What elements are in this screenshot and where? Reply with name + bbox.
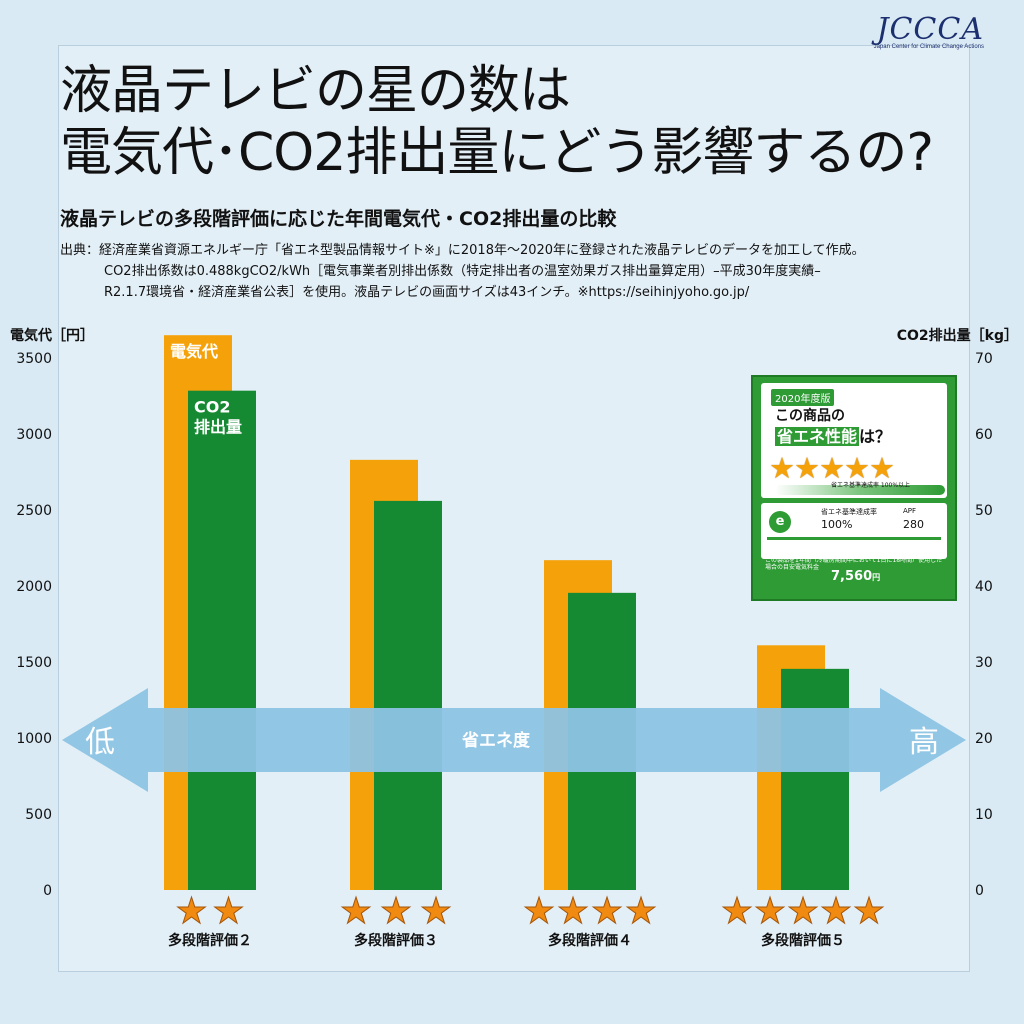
page-title: 液晶テレビの星の数は 電気代･CO2排出量にどう影響するの? (60, 60, 990, 184)
label-top-panel: 2020年度版 この商品の 省エネ性能 は？ ★★★★★ 省エネ基準達成率 100… (761, 383, 947, 498)
star-icon: ★ (523, 891, 555, 932)
source-line-2: CO2排出係数は0.488kgCO2/kWh［電気事業者別排出係数（特定排出者の… (104, 264, 821, 279)
star-icon: ★ (853, 891, 885, 932)
label-col1-header: 省エネ基準達成率 (821, 508, 877, 516)
logo-text: JCCCA (876, 12, 984, 47)
label-stars-icon: ★★★★★ (769, 451, 895, 485)
source-note: 出典：経済産業省資源エネルギー庁「省エネ型製品情報サイト※」に2018年～202… (60, 240, 990, 303)
label-gauge (775, 485, 945, 495)
energy-saving-arrow: 低 省エネ度 高 (62, 688, 966, 792)
title-line-1: 液晶テレビの星の数は (60, 61, 571, 121)
energy-label-card: 2020年度版 この商品の 省エネ性能 は？ ★★★★★ 省エネ基準達成率 100… (751, 375, 957, 601)
y-tick-right-50: 50 (975, 503, 993, 519)
y-tick-left-2500: 2500 (16, 503, 52, 519)
label-col1-value: 100% (821, 518, 853, 531)
star-icon: ★ (380, 891, 412, 932)
category-labels: ★ ★多段階評価２★ ★ ★多段階評価３★ ★ ★ ★多段階評価４★ ★ ★ ★ ★多段階評価５ (168, 891, 886, 950)
label-question-2: 省エネ性能 は？ (775, 423, 891, 447)
bar-co2-2 (374, 500, 442, 890)
y-axis-title-right: CO2排出量［kg］ (897, 327, 1018, 344)
label-question-1: この商品の (775, 408, 845, 424)
bar-labels: 電気代 CO2排出量 (170, 342, 242, 436)
star-icon: ★ (175, 891, 207, 932)
label-gauge-text: 省エネ基準達成率 100%以上 (831, 482, 911, 489)
left-axis: 0 500 1000 1500 2000 2500 3000 3500 (16, 351, 52, 899)
series-label-co2-line1: CO2 (194, 398, 230, 417)
y-tick-right-10: 10 (975, 807, 993, 823)
star-icon: ★ (591, 891, 623, 932)
star-icon: ★ (787, 891, 819, 932)
star-icon: ★ (754, 891, 786, 932)
y-tick-right-0: 0 (975, 883, 984, 899)
y-tick-right-40: 40 (975, 579, 993, 595)
bar-co2-4 (781, 668, 849, 890)
arrow-high-label: 高 (909, 725, 939, 760)
category-label-4: 多段階評価５ (761, 932, 845, 949)
star-icon: ★ (420, 891, 452, 932)
star-icon: ★ (625, 891, 657, 932)
y-tick-left-0: 0 (43, 883, 52, 899)
y-tick-right-70: 70 (975, 351, 993, 367)
arrow-low-label: 低 (85, 725, 115, 760)
label-price-value: 7,560 (831, 569, 873, 584)
y-tick-left-3500: 3500 (16, 351, 52, 367)
bars (164, 335, 849, 890)
label-year: 2020年度版 (771, 389, 835, 406)
star-icon: ★ (212, 891, 244, 932)
source-line-3: R2.1.7環境省・経済産業省公表］を使用。液晶テレビの画面サイズは43インチ。… (104, 285, 750, 300)
arrow-mid-label: 省エネ度 (461, 730, 531, 751)
source-line-1: 出典：経済産業省資源エネルギー庁「省エネ型製品情報サイト※」に2018年～202… (60, 243, 865, 258)
label-bottom-panel: e 省エネ基準達成率 APF 100% 280 (761, 503, 947, 559)
category-label-1: 多段階評価２ (168, 932, 252, 949)
label-price: 7,560円 (831, 569, 880, 584)
label-col2-value: 280 (903, 518, 924, 531)
y-tick-right-60: 60 (975, 427, 993, 443)
category-label-2: 多段階評価３ (354, 932, 438, 949)
right-axis: 0 10 20 30 40 50 60 70 (975, 351, 993, 899)
y-tick-left-2000: 2000 (16, 579, 52, 595)
label-price-unit: 円 (872, 573, 881, 582)
logo-subtext: Japan Center for Climate Change Actions (873, 44, 984, 50)
bar-co2-1 (188, 390, 256, 890)
jccca-logo: JCCCA Japan Center for Climate Change Ac… (874, 12, 984, 50)
y-axis-title-left: 電気代［円］ (10, 327, 94, 344)
series-label-co2-line2: 排出量 (194, 418, 242, 437)
category-label-3: 多段階評価４ (548, 932, 632, 949)
star-icon: ★ (340, 891, 372, 932)
y-tick-left-3000: 3000 (16, 427, 52, 443)
label-col2-header: APF (903, 507, 917, 515)
y-tick-left-1000: 1000 (16, 731, 52, 747)
chart-subtitle: 液晶テレビの多段階評価に応じた年間電気代・CO2排出量の比較 (60, 208, 617, 230)
series-label-electricity: 電気代 (170, 342, 218, 361)
y-tick-right-20: 20 (975, 731, 993, 747)
eco-mark-icon: e (769, 511, 791, 533)
arrow-shape (62, 688, 966, 792)
label-divider (767, 537, 941, 540)
label-question-highlight: 省エネ性能 (775, 427, 860, 446)
y-tick-left-500: 500 (25, 807, 52, 823)
star-icon: ★ (557, 891, 589, 932)
star-icon: ★ (721, 891, 753, 932)
title-line-2: 電気代･CO2排出量にどう影響するの? (60, 123, 934, 183)
label-question-tail: は？ (859, 427, 892, 446)
y-tick-left-1500: 1500 (16, 655, 52, 671)
y-tick-right-30: 30 (975, 655, 993, 671)
star-icon: ★ (820, 891, 852, 932)
label-note: この製品を1年間（冷暖房期間中において1日に18時間）使用した場合の目安電気料金 (765, 557, 943, 571)
